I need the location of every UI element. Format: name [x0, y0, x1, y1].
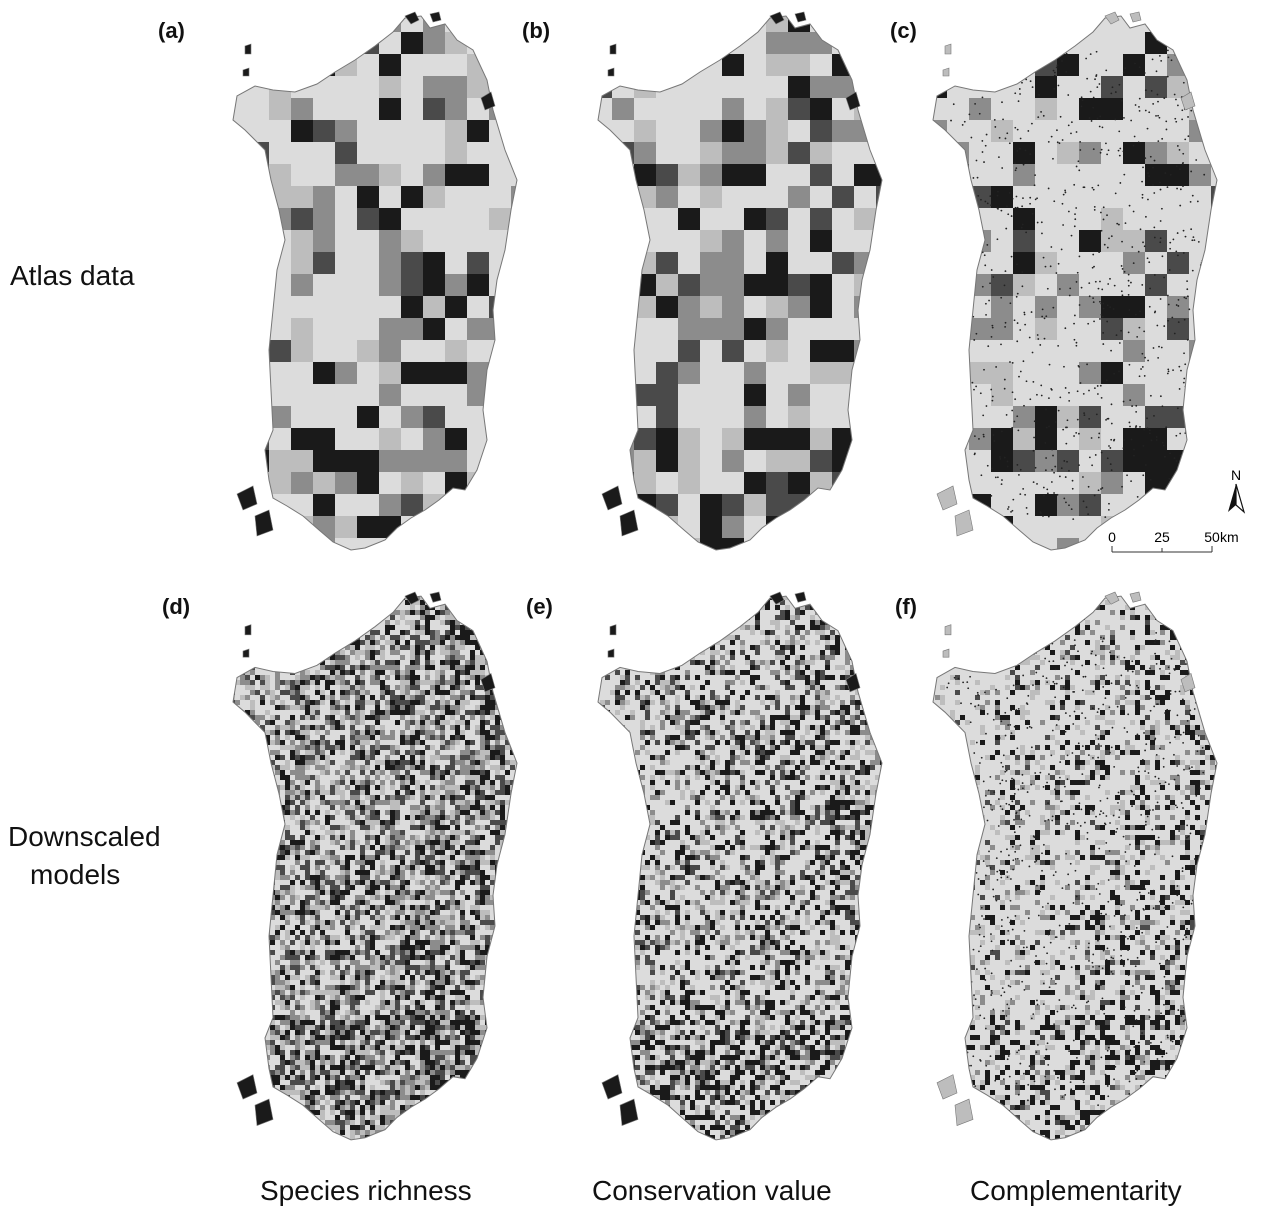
island [404, 591, 420, 605]
scale-tick-25: 25 [1154, 529, 1170, 545]
island [769, 11, 785, 25]
island [254, 509, 274, 537]
coastline [932, 15, 1218, 551]
row-label-atlas: Atlas data [10, 257, 135, 295]
island [607, 648, 615, 658]
map-raster [598, 596, 882, 1140]
row-label-models-line2: models [30, 856, 120, 894]
island [609, 624, 617, 636]
island [944, 624, 952, 636]
island [1129, 11, 1142, 23]
island [845, 91, 861, 111]
scale-tick-50: 50 [1204, 529, 1220, 545]
island [404, 11, 420, 25]
island [794, 11, 807, 23]
map-model-complementarity [932, 591, 1218, 1141]
island [1180, 91, 1196, 111]
island [601, 1074, 623, 1100]
island [845, 673, 861, 693]
row-label-models-line1: Downscaled [8, 818, 161, 856]
panel-label-d: (d) [162, 594, 190, 620]
island [794, 591, 807, 603]
panel-label-f: (f) [895, 594, 917, 620]
island [480, 91, 496, 111]
island [936, 1074, 958, 1100]
island [236, 1074, 258, 1100]
map-raster [233, 596, 517, 1140]
island [429, 11, 442, 23]
island [769, 591, 785, 605]
island [1180, 673, 1196, 693]
island [936, 485, 958, 511]
island [1129, 591, 1142, 603]
map-atlas-conservation-value [597, 11, 883, 551]
map-raster [233, 16, 517, 550]
scale-tick-0: 0 [1108, 529, 1116, 545]
map-atlas-complementarity [932, 11, 1218, 551]
scale-unit: km [1220, 529, 1239, 545]
island [1104, 11, 1120, 25]
north-arrow-letter: N [1231, 467, 1241, 483]
scale-bar-and-north-arrow: N 0 25 50 km [1108, 467, 1246, 553]
panel-label-c: (c) [890, 18, 917, 44]
island [607, 67, 615, 77]
coastline [932, 595, 1218, 1141]
map-model-species-richness [232, 591, 518, 1141]
column-label-complementarity: Complementarity [970, 1175, 1182, 1207]
island [236, 485, 258, 511]
island [1104, 591, 1120, 605]
coastline [597, 595, 883, 1141]
island [944, 43, 952, 55]
map-atlas-species-richness [232, 11, 518, 551]
panel-label-e: (e) [526, 594, 553, 620]
island [244, 624, 252, 636]
column-label-species-richness: Species richness [260, 1175, 472, 1207]
island [601, 485, 623, 511]
island [242, 67, 250, 77]
panel-label-b: (b) [522, 18, 550, 44]
island [954, 1098, 974, 1126]
island [480, 673, 496, 693]
map-raster [598, 16, 882, 550]
north-arrow-icon [1228, 483, 1246, 514]
coastline [232, 595, 518, 1141]
column-label-conservation-value: Conservation value [592, 1175, 832, 1207]
island [942, 648, 950, 658]
island [619, 509, 639, 537]
island [244, 43, 252, 55]
panel-label-a: (a) [158, 18, 185, 44]
island [242, 648, 250, 658]
island [609, 43, 617, 55]
map-raster [933, 596, 1217, 1140]
map-model-conservation-value [597, 591, 883, 1141]
island [954, 509, 974, 537]
island [619, 1098, 639, 1126]
island [942, 67, 950, 77]
island [254, 1098, 274, 1126]
scale-bar [1111, 546, 1213, 553]
island [429, 591, 442, 603]
coastline [232, 15, 518, 551]
coastline [597, 15, 883, 551]
